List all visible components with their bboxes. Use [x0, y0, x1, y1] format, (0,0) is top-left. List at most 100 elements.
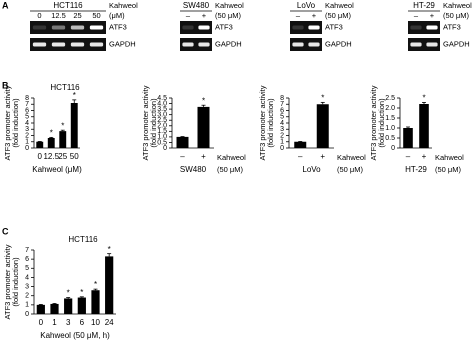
gel-band — [292, 42, 304, 47]
bar — [316, 104, 329, 148]
y-tick-label: 5 — [25, 265, 29, 272]
y-axis-label: (fold induction) — [377, 98, 386, 148]
y-tick-label: 4 — [25, 274, 29, 281]
x-tick-label: 24 — [105, 318, 114, 327]
y-tick-label: 8 — [280, 95, 284, 102]
lane-label: + — [202, 11, 207, 20]
x-tick-label: 25 — [58, 152, 67, 161]
y-tick-label: 2.0 — [157, 123, 167, 130]
treatment-label: Kahweol — [215, 1, 244, 10]
bar — [47, 138, 55, 148]
x-axis-label: Kahweol (50 μM, h) — [40, 331, 110, 340]
y-tick-label: 1.0 — [385, 125, 395, 132]
y-tick-label: 4.0 — [157, 100, 167, 107]
x-tick-label: 10 — [91, 318, 100, 327]
x-tick-label: 3 — [66, 318, 71, 327]
lane-label: 25 — [73, 11, 81, 20]
y-tick-label: 1.5 — [385, 115, 395, 122]
treatment-label: Kahweol — [109, 1, 138, 10]
y-tick-label: 5 — [280, 114, 284, 121]
lane-label: 0 — [37, 11, 41, 20]
y-tick-label: 0 — [25, 311, 29, 318]
x-axis-label: Kahweol (μM) — [32, 165, 82, 174]
significance: * — [422, 94, 425, 103]
gel-band — [198, 42, 210, 47]
y-tick-label: 3 — [25, 283, 29, 290]
x-tick-label: – — [298, 152, 303, 161]
bar — [36, 141, 44, 148]
gel — [180, 38, 212, 51]
gel-band — [308, 42, 320, 47]
row-label: GAPDH — [215, 39, 242, 48]
significance: * — [73, 91, 76, 100]
y-tick-label: 2.5 — [385, 95, 395, 102]
gel — [408, 38, 440, 51]
gel — [290, 38, 322, 51]
gel-band — [32, 42, 47, 47]
y-tick-label: 0 — [163, 145, 167, 152]
bar — [70, 103, 78, 148]
x-axis-label: HT-29 — [405, 165, 427, 174]
y-tick-label: 0.5 — [157, 139, 167, 146]
gel-band — [410, 25, 422, 30]
x-tick-label: 1 — [52, 318, 57, 327]
y-tick-label: 1.5 — [157, 128, 167, 135]
significance: * — [50, 128, 53, 137]
y-axis-label: ATF3 promoter activity — [369, 85, 378, 160]
y-tick-label: 0 — [280, 145, 284, 152]
y-tick-label: 2.5 — [157, 117, 167, 124]
y-tick-label: 2 — [25, 293, 29, 300]
y-tick-label: 7 — [25, 247, 29, 254]
unit-label: (50 μM) — [443, 11, 469, 20]
y-tick-label: 5 — [25, 114, 29, 121]
y-tick-label: 2.0 — [385, 105, 395, 112]
y-tick-label: 1 — [25, 302, 29, 309]
y-tick-label: 4 — [280, 120, 284, 127]
significance: * — [80, 288, 83, 297]
cell-line-label: HCT116 — [53, 1, 83, 10]
row-label: ATF3 — [325, 22, 343, 31]
y-tick-label: 4.5 — [157, 95, 167, 102]
x-tick-label: 0 — [39, 318, 44, 327]
y-axis-label: ATF3 promoter activity — [141, 85, 150, 160]
x-tick-label: + — [320, 152, 325, 161]
treatment-label: Kahweol — [435, 153, 464, 162]
y-tick-label: 2 — [280, 132, 284, 139]
gel-band — [51, 42, 66, 47]
lane-label: – — [186, 11, 191, 20]
gel — [180, 21, 212, 34]
significance: * — [202, 96, 205, 105]
treatment-label: (50 μM) — [217, 165, 243, 174]
chart-title: HCT116 — [50, 83, 80, 92]
unit-label: (μM) — [109, 11, 125, 20]
bar — [197, 106, 210, 148]
gel-band — [426, 25, 438, 30]
y-tick-label: 3 — [280, 126, 284, 133]
bar — [294, 141, 307, 148]
row-label: ATF3 — [215, 22, 233, 31]
x-tick-label: 0 — [38, 152, 43, 161]
treatment-label: Kahweol — [325, 1, 354, 10]
cell-line-label: LoVo — [297, 1, 316, 10]
unit-label: (50 μM) — [325, 11, 351, 20]
y-axis-label: (fold induction) — [11, 257, 20, 307]
lane-label: 50 — [92, 11, 100, 20]
x-tick-label: 12.5 — [43, 152, 59, 161]
y-tick-label: 7 — [25, 101, 29, 108]
gel-band — [70, 42, 85, 47]
bar — [91, 290, 100, 314]
lane-label: + — [430, 11, 435, 20]
x-tick-label: + — [422, 152, 427, 161]
treatment-label: (50 μM) — [337, 165, 363, 174]
bar — [50, 303, 59, 314]
y-tick-label: 0 — [25, 145, 29, 152]
bar — [36, 304, 45, 314]
panel-label: B — [2, 80, 9, 90]
significance: * — [67, 289, 70, 298]
y-tick-label: 4 — [25, 120, 29, 127]
gel — [30, 38, 106, 51]
treatment-label: Kahweol — [217, 153, 246, 162]
row-label: GAPDH — [109, 39, 136, 48]
x-tick-label: 6 — [80, 318, 85, 327]
